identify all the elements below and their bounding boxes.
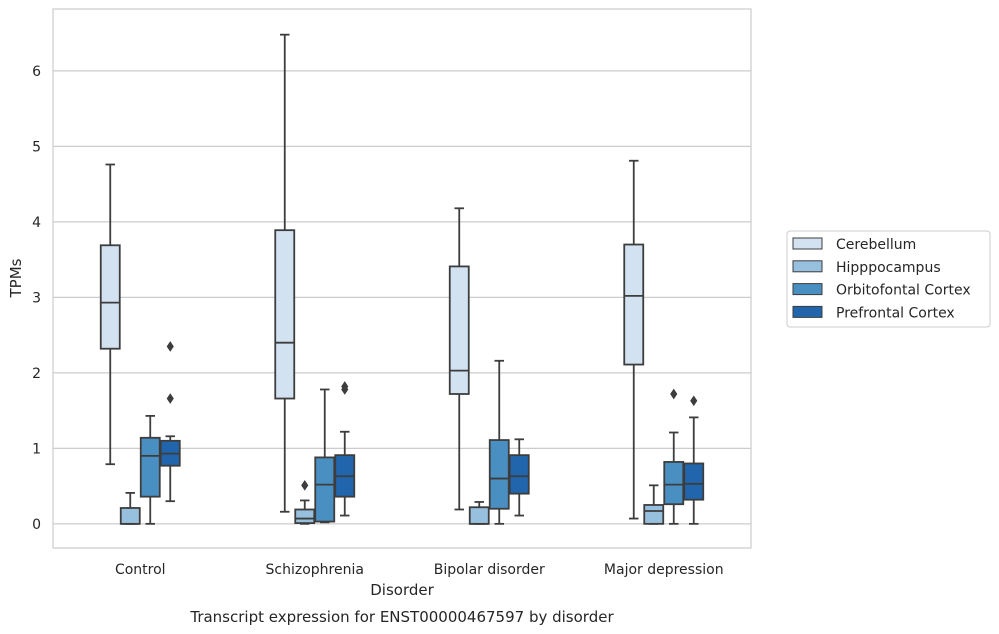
y-tick-label: 6 [32, 64, 41, 80]
box-body [139, 436, 161, 498]
box-body [623, 243, 645, 366]
box-2-1 [468, 501, 490, 525]
outlier-point [301, 480, 309, 491]
x-tick-label: Schizophrenia [266, 562, 364, 578]
box-0-1 [119, 491, 141, 525]
box-2-3 [508, 438, 530, 517]
y-tick-label: 0 [32, 517, 41, 533]
box-0-3 [159, 341, 181, 503]
box-3-1 [643, 484, 665, 525]
outlier-point [341, 381, 349, 392]
x-tick-label: Control [115, 562, 166, 578]
box-groups [99, 33, 705, 525]
legend-label: Cerebellum [836, 237, 916, 253]
box-1-0 [274, 33, 296, 513]
legend-frame [786, 230, 991, 328]
outlier-point [670, 388, 678, 400]
box-2-0 [448, 207, 470, 511]
legend: Cerebellum Hipppocampus Orbitofontal Corte… [786, 230, 991, 328]
y-tick-label: 1 [32, 441, 41, 457]
outlier-point [166, 393, 174, 404]
x-tick-label: Major depression [604, 562, 724, 578]
legend-label: Hipppocampus [836, 260, 941, 276]
y-axis-ticks: 0 1 2 3 4 5 6 [32, 64, 41, 533]
box-body [643, 504, 665, 525]
legend-swatch [792, 305, 823, 318]
y-axis-label: TPMs [7, 258, 25, 298]
box-3-0 [623, 159, 645, 520]
outlier-point [690, 395, 698, 407]
box-body [488, 439, 510, 510]
box-1-2 [314, 388, 336, 524]
box-0-2 [139, 414, 161, 525]
chart-caption: Transcript expression for ENST0000046759… [189, 608, 614, 626]
plot-frame [52, 8, 752, 549]
box-body [448, 265, 470, 395]
box-3-2 [663, 388, 685, 525]
box-0-0 [99, 163, 121, 466]
box-body [274, 229, 296, 400]
y-tick-label: 2 [32, 366, 41, 382]
legend-label: Prefrontal Cortex [836, 305, 955, 321]
box-3-3 [683, 395, 705, 525]
x-tick-label: Bipolar disorder [434, 562, 545, 578]
legend-swatch [792, 260, 823, 273]
outlier-point [166, 341, 174, 352]
box-body [294, 508, 316, 524]
box-body [99, 244, 121, 350]
x-axis-label: Disorder [370, 581, 434, 599]
box-body [468, 506, 490, 525]
x-axis-ticks: Control Schizophrenia Bipolar disorder Majo… [115, 562, 724, 578]
box-body [119, 507, 141, 525]
legend-swatch [792, 283, 823, 296]
box-2-2 [488, 359, 510, 525]
box-body [683, 462, 705, 501]
legend-swatch [792, 237, 823, 250]
box-1-1 [294, 480, 316, 525]
legend-label: Orbitofontal Cortex [836, 283, 971, 299]
y-tick-label: 5 [32, 139, 41, 155]
y-tick-label: 4 [32, 215, 41, 231]
box-body [314, 456, 336, 523]
box-1-3 [334, 381, 356, 517]
box-body [508, 454, 530, 495]
y-tick-label: 3 [32, 290, 41, 306]
box-body [663, 461, 685, 506]
